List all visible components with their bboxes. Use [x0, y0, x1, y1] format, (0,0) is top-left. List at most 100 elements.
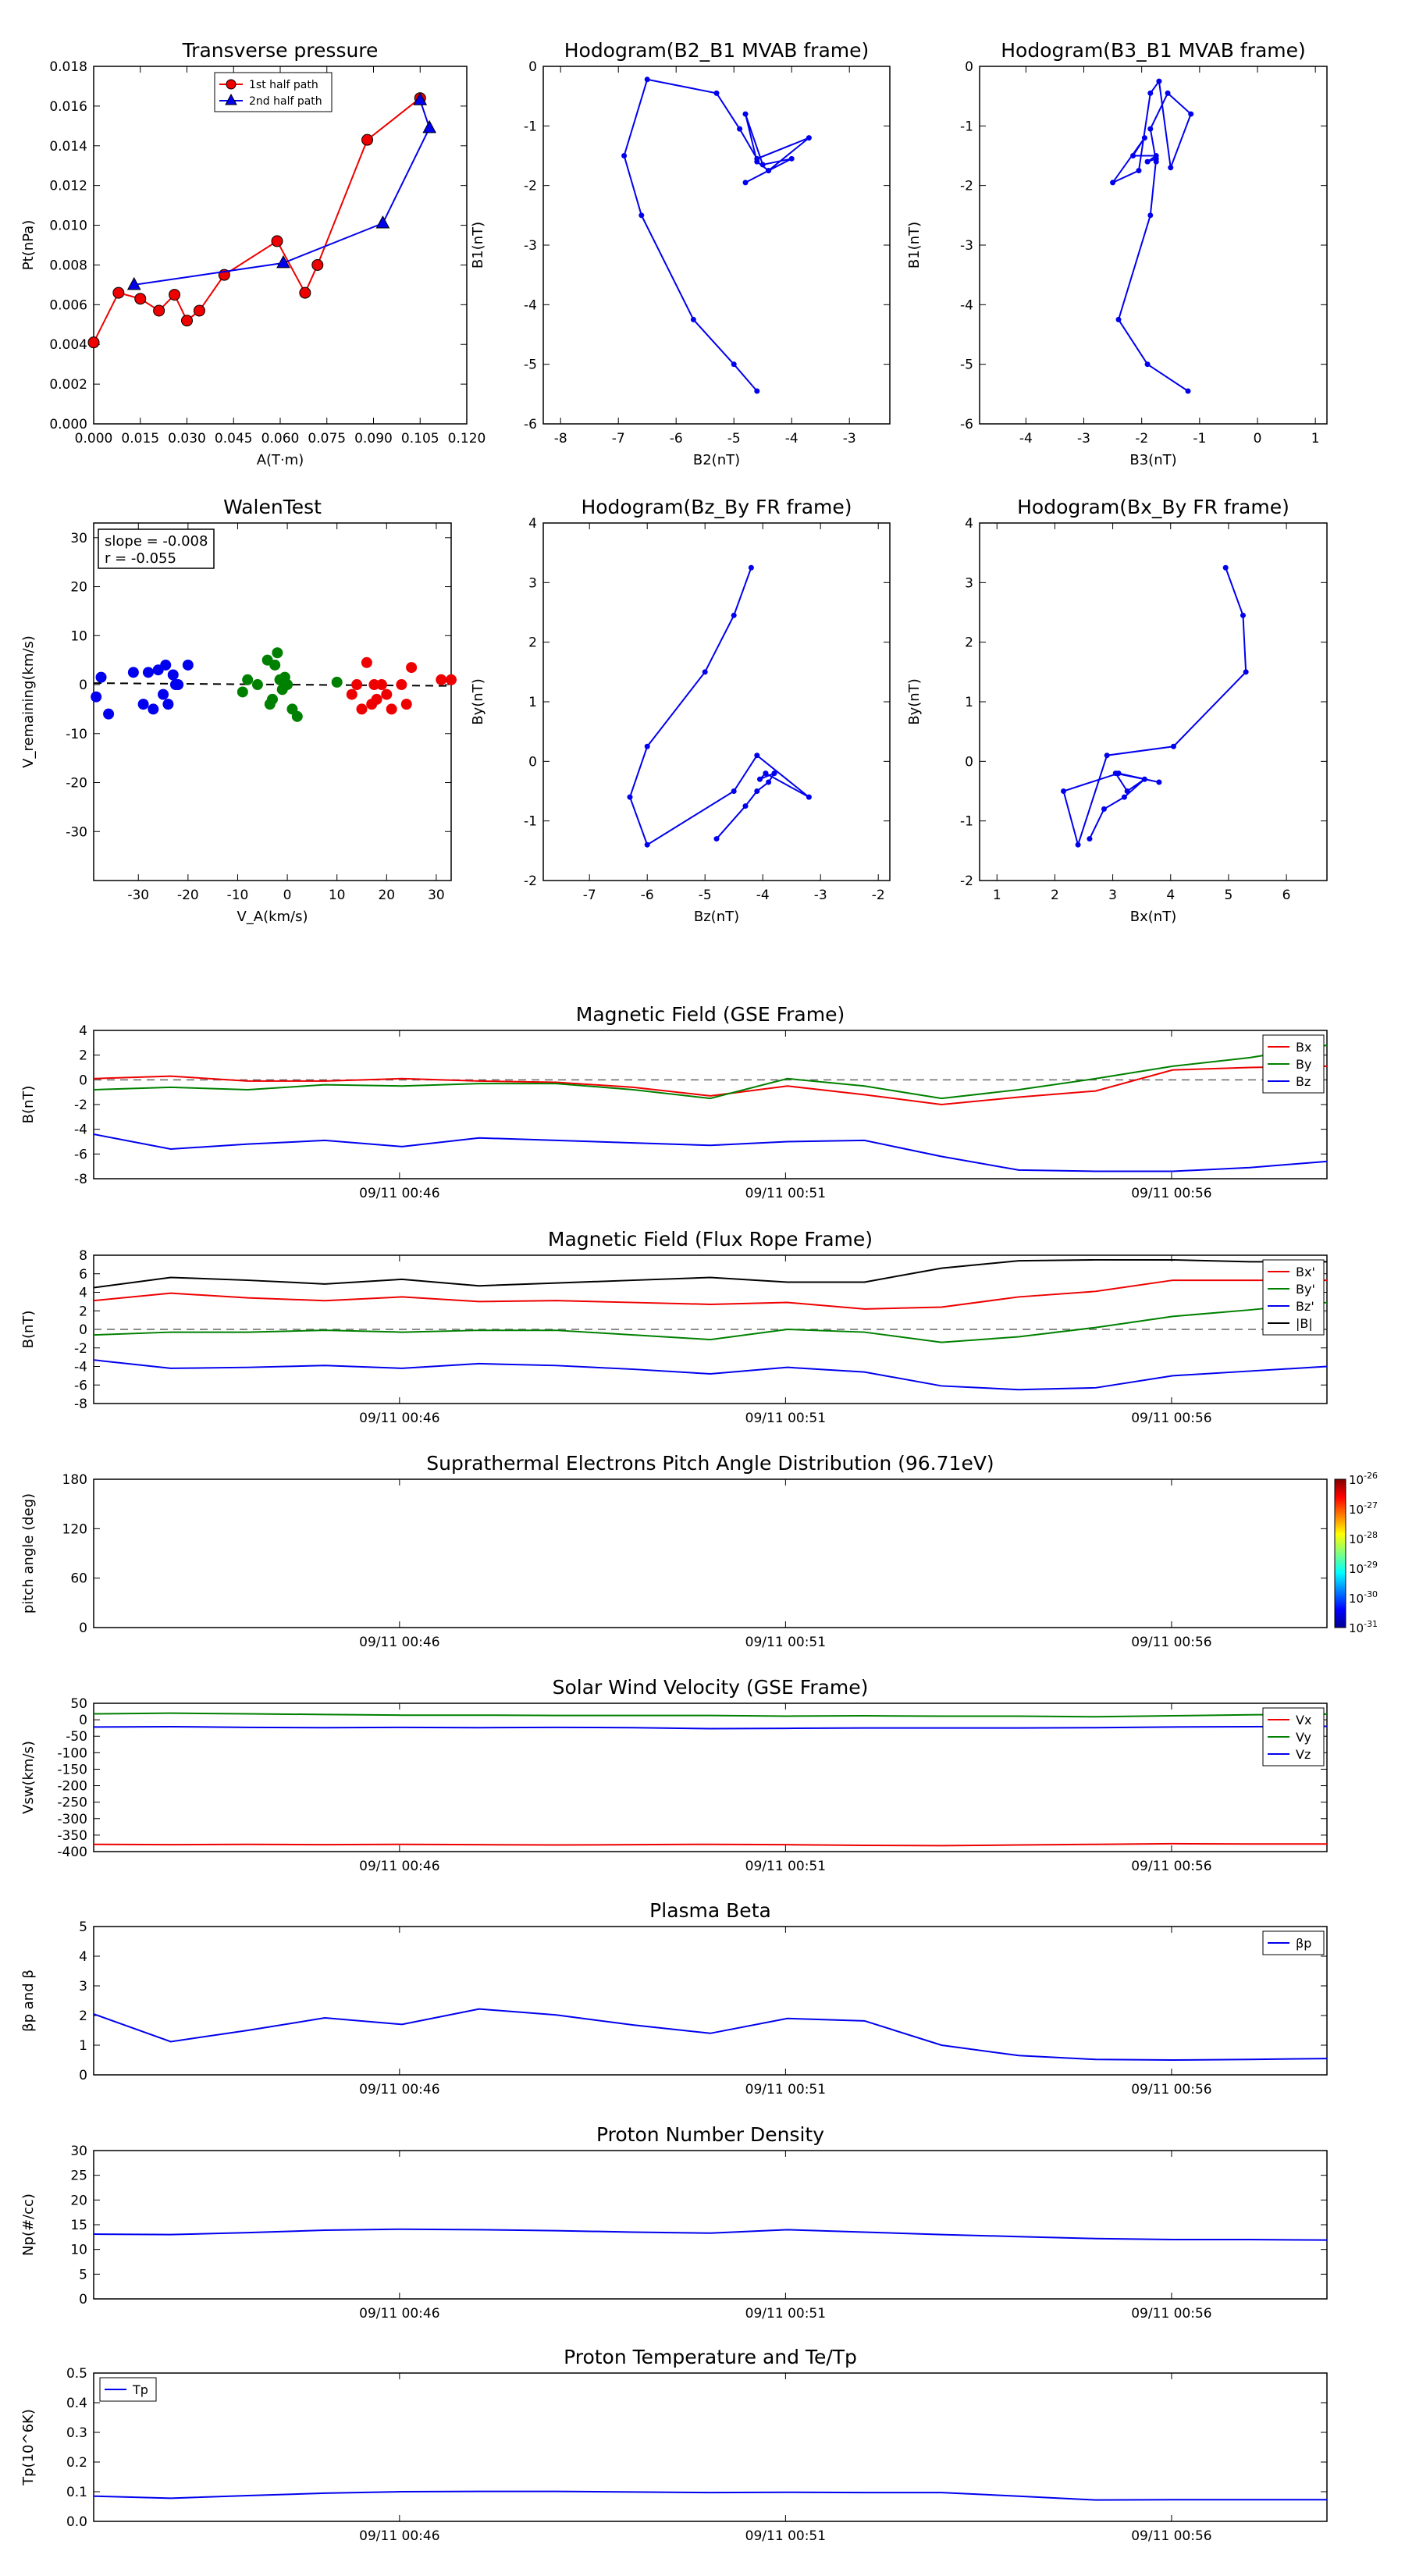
data-point — [112, 286, 125, 299]
data-point — [137, 699, 149, 710]
y-tick-label: -6 — [524, 417, 537, 432]
plot-frame — [93, 1926, 1328, 2076]
data-point — [742, 803, 749, 809]
fit-line — [93, 682, 452, 687]
chart-title: Proton Number Density — [596, 2123, 824, 2146]
chart-pitch-angle: Suprathermal Electrons Pitch Angle Distr… — [20, 1452, 1378, 1650]
data-point — [272, 647, 283, 659]
chart-title: WalenTest — [223, 496, 322, 518]
data-point — [371, 693, 382, 705]
y-tick-label: 0.016 — [49, 99, 87, 115]
data-point — [621, 153, 628, 158]
time-tick-label: 09/11 00:56 — [1131, 2306, 1211, 2322]
series-line — [93, 1842, 1327, 1847]
y-tick-label: 4 — [528, 516, 537, 532]
data-point — [134, 293, 147, 305]
data-point — [754, 788, 760, 794]
chart-title: Suprathermal Electrons Pitch Angle Distr… — [426, 1452, 994, 1475]
data-point — [759, 162, 766, 168]
data-point — [1101, 806, 1107, 812]
data-point — [1153, 158, 1159, 165]
data-point — [1104, 753, 1110, 759]
data-point — [1170, 743, 1176, 749]
y-tick-label: -2 — [524, 873, 537, 889]
legend-box — [99, 2377, 157, 2402]
y-tick-label: 4 — [965, 516, 973, 532]
legend-label: Bz — [1296, 1074, 1311, 1089]
x-tick-label: -7 — [612, 431, 625, 447]
time-tick-label: 09/11 00:56 — [1131, 1411, 1211, 1426]
y-tick-label: -8 — [74, 1397, 87, 1412]
plot-frame — [93, 1703, 1328, 1852]
colorbar-tick-base: 10 — [1349, 1532, 1364, 1546]
time-tick-label: 09/11 00:56 — [1131, 1635, 1211, 1650]
colorbar-tick-label: 10-27 — [1349, 1500, 1378, 1517]
y-tick-label: 0.2 — [66, 2455, 87, 2471]
x-tick-label: 0 — [283, 888, 292, 903]
x-tick-label: -3 — [814, 888, 827, 903]
y-tick-label: -5 — [524, 358, 537, 373]
y-tick-label: -1 — [960, 814, 973, 830]
colorbar-tick-exp: -27 — [1364, 1500, 1378, 1510]
time-tick-label: 09/11 00:51 — [745, 2306, 826, 2322]
y-tick-label: 3 — [79, 1979, 87, 1994]
data-point — [690, 316, 696, 322]
colorbar — [1334, 1478, 1346, 1628]
y-tick-label: 0 — [528, 754, 537, 770]
y-tick-label: -350 — [57, 1828, 87, 1844]
y-tick-label: 4 — [79, 1023, 87, 1039]
y-tick-label: 0 — [79, 1322, 87, 1338]
chart-hodogram-bx-by: Hodogram(Bx_By FR frame) -2 -1 0 1 2 3 4 By(nT) 1… — [906, 496, 1328, 925]
x-tick-label: -20 — [177, 888, 199, 903]
chart-title: Transverse pressure — [182, 39, 379, 62]
data-point — [446, 674, 457, 685]
x-axis-label: Bx(nT) — [1130, 909, 1176, 925]
plot-frame — [93, 1030, 1328, 1179]
chart-proton-temperature: Proton Temperature and Te/Tp 0.0 0.1 0.2 0.3… — [20, 2346, 1328, 2544]
y-tick-label: 3 — [965, 575, 973, 591]
chart-plasma-beta: Plasma Beta 0 1 2 3 4 5 βp and β 09/11 00:46 09/1… — [20, 1899, 1328, 2097]
data-point — [361, 133, 374, 146]
x-tick-label: 0.000 — [75, 431, 113, 447]
y-tick-label: -400 — [57, 1845, 87, 1860]
y-tick-label: -100 — [57, 1745, 87, 1761]
x-tick-label: 0.060 — [261, 431, 300, 447]
colorbar-tick-label: 10-28 — [1349, 1530, 1378, 1546]
data-point — [713, 836, 720, 842]
y-tick-label: 5 — [79, 2267, 87, 2282]
y-tick-label: 0.004 — [49, 337, 87, 353]
plot-frame — [542, 522, 891, 881]
y-tick-label: -10 — [66, 727, 87, 742]
y-tick-label: 0 — [965, 59, 973, 75]
data-point — [91, 691, 102, 703]
data-point — [282, 679, 293, 691]
series-line — [93, 1133, 1328, 1172]
series-line — [93, 1725, 1328, 1730]
series-line — [93, 2228, 1328, 2241]
data-point — [1156, 78, 1162, 84]
x-tick-label: -10 — [227, 888, 249, 903]
plot-frame — [93, 2150, 1328, 2300]
y-tick-label: -30 — [66, 824, 87, 840]
time-tick-label: 09/11 00:46 — [359, 1635, 439, 1650]
x-tick-label: 5 — [1225, 888, 1233, 903]
x-tick-label: 3 — [1108, 888, 1117, 903]
chart-title: Hodogram(B2_B1 MVAB frame) — [564, 39, 870, 62]
series-line — [93, 1712, 1328, 1718]
series-line — [1062, 567, 1247, 848]
y-tick-label: 6 — [79, 1267, 87, 1283]
data-point — [1124, 788, 1130, 794]
time-tick-label: 09/11 00:56 — [1131, 1859, 1211, 1874]
y-tick-label: 60 — [70, 1571, 87, 1587]
chart-solar-wind-velocity: Solar Wind Velocity (GSE Frame)-400-350-… — [20, 1676, 1328, 1874]
data-point — [87, 336, 100, 349]
y-axis-label: Np(#/cc) — [20, 2194, 37, 2256]
x-tick-label: 0.015 — [121, 431, 159, 447]
plot-frame — [93, 2372, 1328, 2522]
x-tick-label: -3 — [1077, 431, 1090, 447]
y-axis-label: B1(nT) — [906, 222, 923, 269]
colorbar-tick-base: 10 — [1349, 1473, 1364, 1487]
data-point — [742, 111, 749, 117]
time-tick-label: 09/11 00:56 — [1131, 2528, 1211, 2544]
data-point — [1112, 770, 1119, 777]
